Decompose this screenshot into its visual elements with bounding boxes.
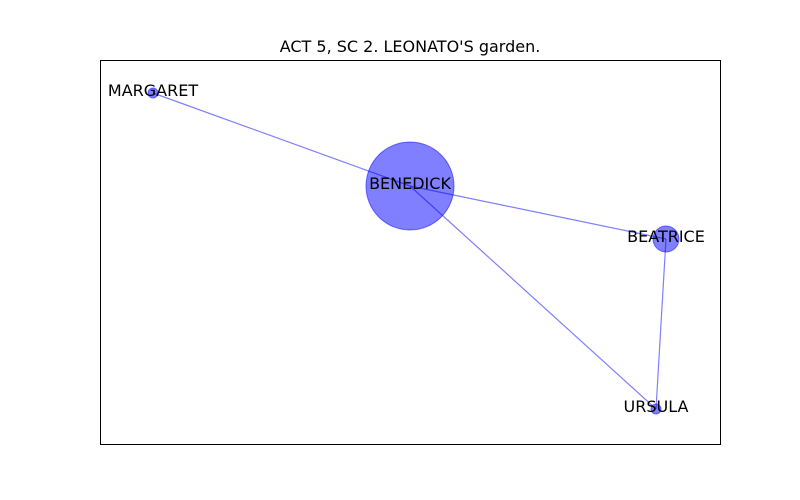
- node-beatrice[interactable]: [652, 225, 680, 253]
- labels-layer: BENEDICK MARGARET BEATRICE URSULA: [108, 81, 705, 416]
- edge-beatrice-ursula: [655, 238, 667, 410]
- edge-benedick-margaret: [152, 92, 411, 187]
- nodes-layer: [147, 87, 680, 415]
- plot-frame: [100, 60, 721, 445]
- figure-title: ACT 5, SC 2. LEONATO'S garden.: [280, 37, 541, 56]
- node-label-margaret: MARGARET: [108, 81, 198, 100]
- node-ursula[interactable]: [650, 403, 662, 415]
- node-margaret[interactable]: [147, 87, 159, 99]
- node-label-ursula: URSULA: [624, 397, 689, 416]
- node-benedick[interactable]: [365, 141, 455, 231]
- node-label-benedick: BENEDICK: [369, 174, 451, 193]
- node-label-beatrice: BEATRICE: [627, 227, 705, 246]
- edge-benedick-ursula: [409, 185, 657, 410]
